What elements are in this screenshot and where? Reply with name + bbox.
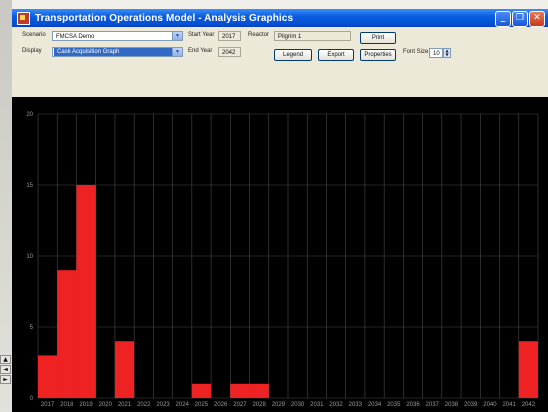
x-tick-label: 2020 <box>99 402 113 408</box>
background-scroll-controls: ▲ ◄ ► <box>0 355 11 384</box>
x-tick-label: 2018 <box>60 402 74 408</box>
display-value: Cask Acquisition Graph <box>54 48 173 56</box>
x-tick-label: 2030 <box>291 402 305 408</box>
x-tick-label: 2032 <box>329 402 343 408</box>
scenario-value: FMCSA Demo <box>56 34 95 40</box>
x-tick-label: 2017 <box>41 402 55 408</box>
close-icon[interactable]: ✕ <box>529 11 545 27</box>
spin-up-icon[interactable]: ▲ <box>445 48 449 53</box>
scenario-dropdown[interactable]: FMCSA Demo ▼ <box>52 31 183 41</box>
x-tick-label: 2033 <box>349 402 363 408</box>
reactor-label: Reactor <box>248 32 270 38</box>
x-tick-label: 2027 <box>233 402 247 408</box>
x-tick-label: 2024 <box>176 402 190 408</box>
cask-acquisition-chart: 0 5 10 15 20 2017 2018 2019 2020 2021 2022 2023 2024… <box>26 112 539 408</box>
background-window-strip <box>0 0 12 412</box>
y-tick-label: 0 <box>30 396 34 402</box>
font-size-label: Font Size: <box>403 49 431 55</box>
x-tick-label: 2035 <box>387 402 401 408</box>
bar <box>191 383 212 398</box>
y-tick-label: 15 <box>26 183 33 189</box>
controls-panel: Scenario FMCSA Demo ▼ Display Cask Acqui… <box>12 27 548 97</box>
end-year-field[interactable]: 2042 <box>218 47 241 57</box>
chevron-down-icon[interactable]: ▼ <box>172 48 182 56</box>
reactor-field[interactable]: Pilgrim 1 <box>274 31 351 41</box>
bar <box>57 270 77 398</box>
display-label: Display <box>22 48 42 54</box>
x-tick-label: 2022 <box>137 402 151 408</box>
scroll-right-icon[interactable]: ► <box>0 375 11 384</box>
y-tick-label: 10 <box>26 254 33 260</box>
restore-icon[interactable]: ❐ <box>512 11 528 27</box>
minimize-icon[interactable]: _ <box>495 11 511 27</box>
start-year-field[interactable]: 2017 <box>218 31 241 41</box>
start-year-label: Start Year <box>188 32 215 38</box>
x-tick-label: 2019 <box>79 402 93 408</box>
legend-button[interactable]: Legend <box>274 49 312 61</box>
x-tick-label: 2028 <box>252 402 266 408</box>
x-tick-label: 2034 <box>368 402 382 408</box>
chevron-down-icon[interactable]: ▼ <box>172 32 182 40</box>
window-title: Transportation Operations Model - Analys… <box>35 12 294 24</box>
scenario-label: Scenario <box>22 32 46 38</box>
title-bar[interactable]: Transportation Operations Model - Analys… <box>12 9 548 27</box>
x-tick-label: 2036 <box>406 402 420 408</box>
x-tick-label: 2040 <box>483 402 497 408</box>
chart-area: 0 5 10 15 20 2017 2018 2019 2020 2021 2022 2023 2024… <box>12 97 548 412</box>
x-tick-label: 2029 <box>272 402 286 408</box>
x-tick-label: 2038 <box>445 402 459 408</box>
bar <box>249 383 269 398</box>
bar <box>76 185 96 398</box>
print-button[interactable]: Print <box>360 32 396 44</box>
x-tick-label: 2023 <box>156 402 170 408</box>
end-year-label: End Year <box>188 48 213 54</box>
analysis-graphics-window: Transportation Operations Model - Analys… <box>12 9 548 412</box>
bar <box>518 341 538 398</box>
x-tick-label: 2042 <box>522 402 536 408</box>
font-size-stepper[interactable]: ▲ ▼ <box>443 48 451 58</box>
properties-button[interactable]: Properties <box>360 49 396 61</box>
display-dropdown[interactable]: Cask Acquisition Graph ▼ <box>52 47 183 57</box>
x-tick-label: 2041 <box>502 402 516 408</box>
bar <box>230 383 250 398</box>
x-tick-label: 2031 <box>310 402 324 408</box>
bar <box>38 355 58 398</box>
x-tick-label: 2026 <box>214 402 228 408</box>
x-tick-label: 2021 <box>118 402 132 408</box>
x-tick-label: 2025 <box>195 402 209 408</box>
app-icon <box>17 11 30 25</box>
bar <box>114 341 135 398</box>
x-tick-label: 2039 <box>464 402 478 408</box>
spin-down-icon[interactable]: ▼ <box>445 52 449 57</box>
window-buttons: _ ❐ ✕ <box>495 11 545 27</box>
scroll-left-icon[interactable]: ◄ <box>0 365 11 374</box>
export-button[interactable]: Export <box>318 49 354 61</box>
x-tick-label: 2037 <box>426 402 440 408</box>
scroll-up-icon[interactable]: ▲ <box>0 355 11 364</box>
y-tick-label: 20 <box>26 112 33 118</box>
font-size-field[interactable]: 10 <box>429 48 443 58</box>
y-tick-label: 5 <box>30 325 34 331</box>
